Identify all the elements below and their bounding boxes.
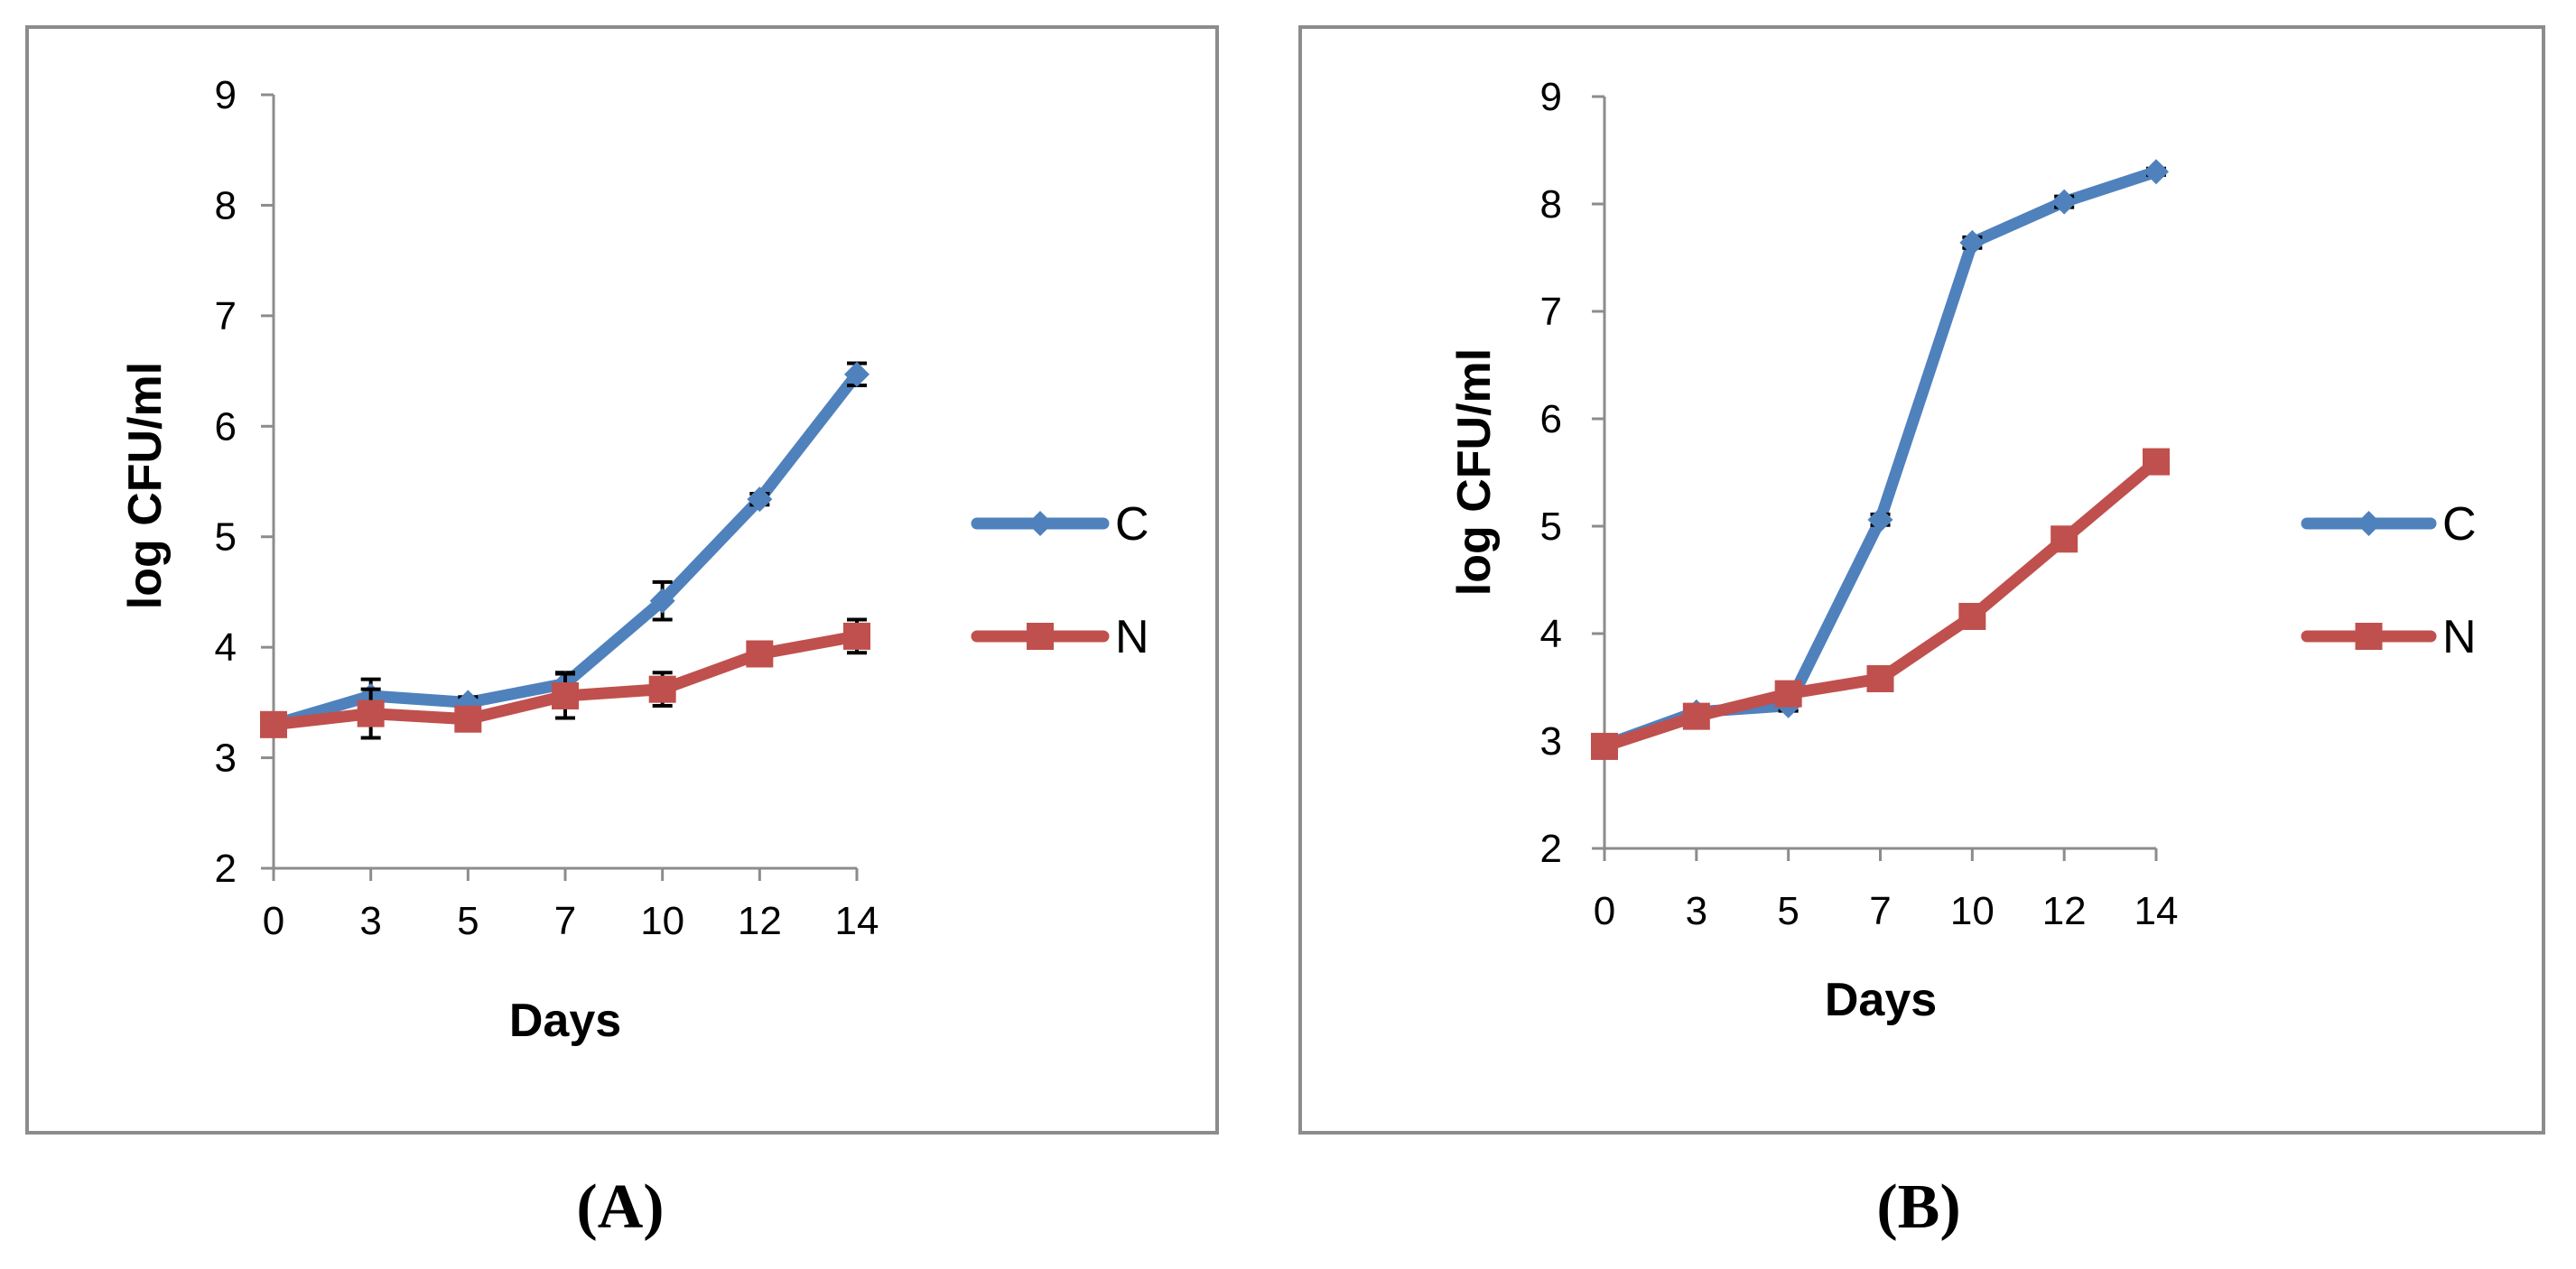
x-tick-label-a: 10 xyxy=(640,899,684,943)
x-tick-label-b: 0 xyxy=(1594,889,1615,933)
x-tick-label-b: 12 xyxy=(2042,889,2087,933)
y-tick-label-b: 9 xyxy=(1540,75,1562,119)
x-axis-title-b: Days xyxy=(1825,974,1937,1026)
y-tick-label-b: 2 xyxy=(1540,827,1562,871)
y-axis-title-b: log CFU/ml xyxy=(1448,348,1501,596)
legend-label-n-b: N xyxy=(2442,611,2477,663)
x-tick-label-a: 3 xyxy=(359,899,381,943)
chart-frame-b xyxy=(1298,25,2545,1135)
data-point-c-a xyxy=(649,588,675,614)
data-point-n-a xyxy=(260,710,287,738)
y-tick-label-b: 8 xyxy=(1540,182,1562,227)
x-tick-label-b: 7 xyxy=(1869,889,1891,933)
data-point-n-b xyxy=(1774,680,1802,708)
legend-label-c-a: C xyxy=(1115,498,1149,551)
y-tick-label-b: 5 xyxy=(1540,505,1562,549)
plot-area-a: 2 3 4 5 6 7 8 9 0 3 5 7 10 12 14 xyxy=(215,73,879,943)
data-point-n-a xyxy=(552,682,579,710)
data-point-c-a xyxy=(747,486,773,513)
data-point-n-b xyxy=(1682,702,1710,730)
data-point-c-b xyxy=(1959,229,1985,255)
x-tick-label-b: 14 xyxy=(2134,889,2179,933)
legend-marker-n-b xyxy=(2355,623,2383,650)
x-tick-label-a: 14 xyxy=(835,899,879,943)
y-tick-label-b: 3 xyxy=(1540,719,1562,764)
data-point-n-b xyxy=(1591,732,1618,760)
data-point-n-a xyxy=(648,675,676,703)
chart-frame-a xyxy=(25,25,1219,1135)
y-tick-label-a: 6 xyxy=(215,404,237,449)
y-tick-label-b: 6 xyxy=(1540,397,1562,441)
panel-label-a: (A) xyxy=(576,1172,664,1242)
y-tick-label-a: 2 xyxy=(215,847,237,891)
legend-marker-c-a xyxy=(1028,511,1053,536)
y-tick-label-a: 5 xyxy=(215,515,237,560)
data-point-c-b xyxy=(2051,189,2078,215)
x-tick-label-a: 7 xyxy=(554,899,576,943)
legend-b: CN xyxy=(2301,498,2477,663)
y-tick-label-a: 4 xyxy=(215,625,237,670)
panel-label-b: (B) xyxy=(1876,1172,1960,1242)
legend-marker-c-b xyxy=(2356,511,2382,536)
y-tick-label-a: 7 xyxy=(215,294,237,338)
data-point-n-b xyxy=(1958,602,1986,630)
data-point-n-a xyxy=(746,640,774,668)
data-point-c-b xyxy=(1867,506,1893,533)
y-tick-label-a: 3 xyxy=(215,736,237,781)
data-point-c-a xyxy=(844,361,870,387)
x-tick-label-b: 10 xyxy=(1950,889,1995,933)
y-tick-label-b: 7 xyxy=(1540,290,1562,334)
data-point-n-b xyxy=(1866,664,1894,692)
legend-a: CN xyxy=(971,498,1149,663)
plot-area-b: 2 3 4 5 6 7 8 9 0 3 5 7 10 12 14 xyxy=(1540,75,2179,933)
legend-label-c-b: C xyxy=(2442,498,2477,551)
y-tick-label-a: 8 xyxy=(215,183,237,227)
data-point-n-b xyxy=(2051,525,2078,553)
x-tick-label-a: 12 xyxy=(738,899,782,943)
legend-marker-n-a xyxy=(1027,623,1054,650)
data-point-n-a xyxy=(843,622,870,650)
x-tick-label-a: 0 xyxy=(263,899,284,943)
x-tick-label-b: 5 xyxy=(1777,889,1799,933)
legend-label-n-a: N xyxy=(1115,611,1149,663)
data-point-n-a xyxy=(357,699,385,727)
y-axis-title-a: log CFU/ml xyxy=(119,362,172,609)
data-point-c-b xyxy=(2144,159,2169,185)
x-axis-title-a: Days xyxy=(509,995,621,1047)
data-point-n-a xyxy=(454,705,482,733)
x-tick-label-b: 3 xyxy=(1686,889,1707,933)
data-point-n-b xyxy=(2143,448,2170,476)
y-tick-label-b: 4 xyxy=(1540,612,1562,656)
y-tick-label-a: 9 xyxy=(215,73,237,117)
x-tick-label-a: 5 xyxy=(457,899,479,943)
